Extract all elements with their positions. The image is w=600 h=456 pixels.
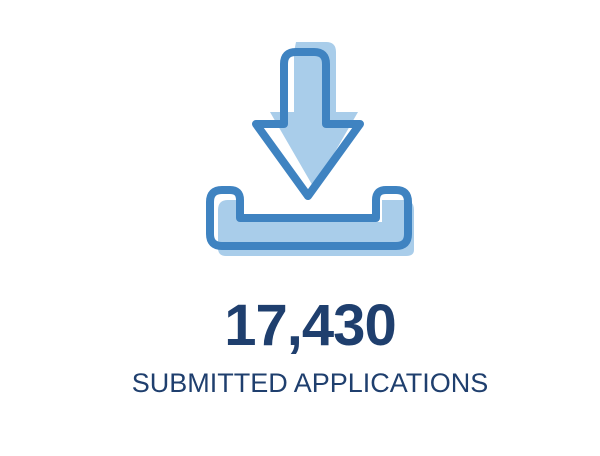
download-icon [206,42,414,256]
stat-value: 17,430 [224,293,396,358]
download-icon-outline [206,48,412,250]
stat-label: SUBMITTED APPLICATIONS [131,368,489,398]
download-icon-shadow [218,42,414,256]
